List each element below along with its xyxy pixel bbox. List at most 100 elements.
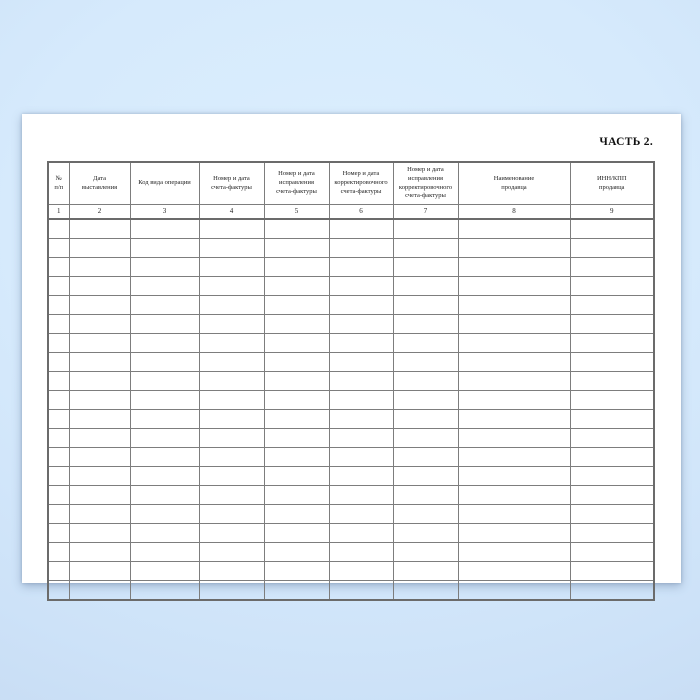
table-cell	[47, 561, 70, 581]
table-row	[47, 485, 655, 505]
table-row	[47, 371, 655, 391]
table-cell	[47, 352, 70, 372]
table-row	[47, 466, 655, 486]
table-cell	[457, 542, 571, 562]
table-cell	[47, 371, 70, 391]
table-cell	[198, 542, 265, 562]
table-cell	[569, 295, 655, 315]
table-cell	[129, 314, 200, 334]
table-cell	[263, 276, 330, 296]
table-cell	[328, 333, 394, 353]
table-cell	[328, 447, 394, 467]
table-cell	[328, 257, 394, 277]
table-row	[47, 409, 655, 429]
table-cell	[68, 390, 131, 410]
table-cell	[68, 580, 131, 601]
table-cell	[129, 428, 200, 448]
table-cell	[198, 390, 265, 410]
table-cell	[569, 257, 655, 277]
table-cell	[392, 333, 459, 353]
table-cell	[328, 504, 394, 524]
table-cell	[68, 352, 131, 372]
table-cell	[129, 447, 200, 467]
table-cell	[392, 257, 459, 277]
table-cell	[47, 580, 70, 601]
column-header-seller-name: Наименование продавца	[457, 161, 571, 205]
column-number: 2	[68, 204, 131, 220]
column-number: 9	[569, 204, 655, 220]
column-header-adjustment-invoice: Номер и дата корректировочного счета-фак…	[328, 161, 394, 205]
table-cell	[328, 371, 394, 391]
table-cell	[457, 561, 571, 581]
table-cell	[392, 447, 459, 467]
table-cell	[328, 276, 394, 296]
table-cell	[198, 333, 265, 353]
table-cell	[198, 580, 265, 601]
table-cell	[457, 276, 571, 296]
table-cell	[263, 238, 330, 258]
table-cell	[68, 523, 131, 543]
column-number: 1	[47, 204, 70, 220]
table-cell	[263, 542, 330, 562]
table-cell	[569, 333, 655, 353]
table-row	[47, 218, 655, 239]
invoice-register-table: № п/п Дата выставления Код вида операции…	[47, 161, 655, 601]
table-cell	[569, 504, 655, 524]
table-cell	[569, 276, 655, 296]
table-cell	[47, 276, 70, 296]
table-cell	[68, 561, 131, 581]
column-header-invoice-correction: Номер и дата исправления счета-фактуры	[263, 161, 330, 205]
column-number: 4	[198, 204, 265, 220]
table-row	[47, 542, 655, 562]
table-cell	[457, 409, 571, 429]
table-cell	[129, 409, 200, 429]
column-header-issue-date: Дата выставления	[68, 161, 131, 205]
part-title: ЧАСТЬ 2.	[599, 136, 653, 148]
table-cell	[198, 428, 265, 448]
table-cell	[569, 390, 655, 410]
table-cell	[569, 428, 655, 448]
table-cell	[328, 238, 394, 258]
table-cell	[457, 352, 571, 372]
table-cell	[47, 485, 70, 505]
table-row	[47, 447, 655, 467]
table-cell	[129, 580, 200, 601]
table-cell	[457, 428, 571, 448]
table-cell	[47, 390, 70, 410]
table-cell	[392, 428, 459, 448]
column-numbers-row: 1 2 3 4 5 6 7 8 9	[47, 204, 655, 220]
table-cell	[198, 485, 265, 505]
table-cell	[392, 390, 459, 410]
table-cell	[198, 257, 265, 277]
table-cell	[129, 352, 200, 372]
table-cell	[328, 295, 394, 315]
table-cell	[392, 218, 459, 239]
table-cell	[129, 466, 200, 486]
table-cell	[457, 485, 571, 505]
table-cell	[47, 238, 70, 258]
table-cell	[68, 371, 131, 391]
table-cell	[47, 409, 70, 429]
table-cell	[457, 447, 571, 467]
table-row	[47, 333, 655, 353]
table-cell	[457, 238, 571, 258]
table-cell	[569, 523, 655, 543]
table-cell	[392, 276, 459, 296]
table-row	[47, 295, 655, 315]
table-cell	[198, 295, 265, 315]
table-cell	[328, 485, 394, 505]
table-cell	[569, 352, 655, 372]
table-cell	[392, 580, 459, 601]
table-cell	[263, 390, 330, 410]
table-cell	[198, 409, 265, 429]
table-cell	[392, 352, 459, 372]
table-row	[47, 352, 655, 372]
table-cell	[569, 409, 655, 429]
table-cell	[129, 523, 200, 543]
table-cell	[263, 371, 330, 391]
table-cell	[68, 333, 131, 353]
table-cell	[569, 561, 655, 581]
table-cell	[129, 485, 200, 505]
table-cell	[68, 238, 131, 258]
table-cell	[68, 314, 131, 334]
